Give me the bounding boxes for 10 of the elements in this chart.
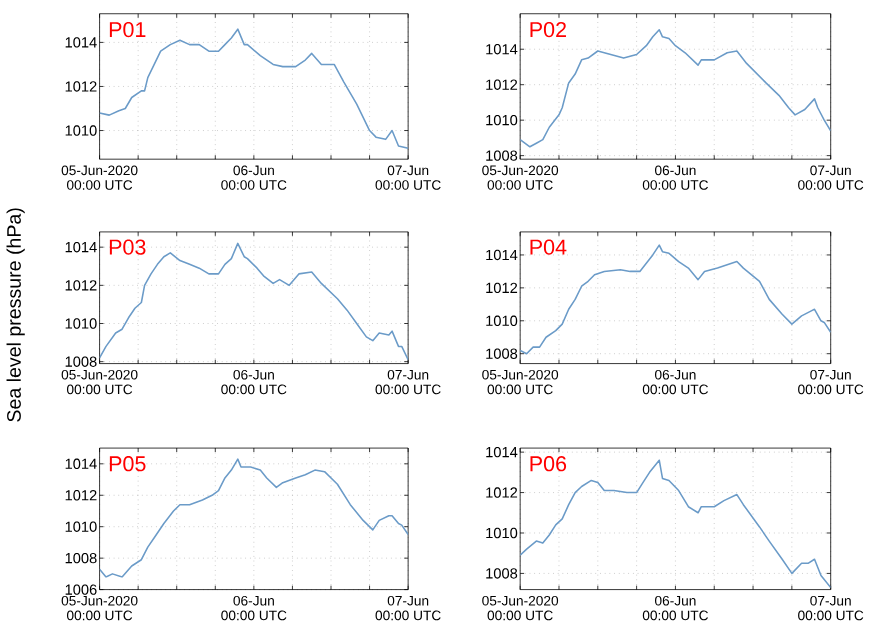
y-axis-title: Sea level pressure (hPa) (6, 208, 25, 422)
line-series (520, 459, 831, 589)
chart-title: P05 (109, 455, 146, 472)
line-series (99, 458, 409, 578)
line-series (520, 243, 831, 355)
chart-title: P02 (530, 21, 566, 37)
chart-title: P03 (109, 239, 146, 255)
chart-title: P06 (530, 455, 567, 472)
chart-title: P04 (530, 239, 567, 255)
chart-title: P01 (109, 21, 146, 37)
